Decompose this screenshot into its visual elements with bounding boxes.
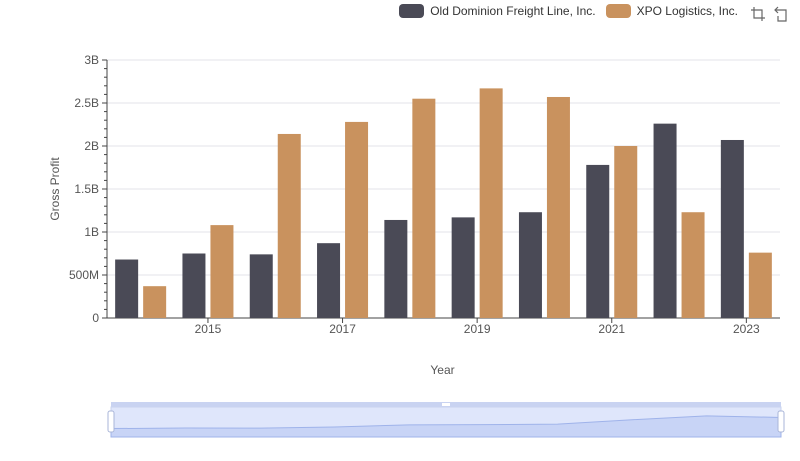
bar-xpo-2016[interactable] xyxy=(277,133,301,318)
zoom-icon[interactable] xyxy=(750,6,766,22)
y-tick-label: 500M xyxy=(69,268,99,282)
bar-old-dominion-2023[interactable] xyxy=(720,139,744,318)
bar-xpo-2023[interactable] xyxy=(748,252,772,318)
legend-label-old-dominion: Old Dominion Freight Line, Inc. xyxy=(430,4,596,18)
y-axis-title: Gross Profit xyxy=(48,157,62,221)
bar-old-dominion-2017[interactable] xyxy=(317,243,341,318)
legend-item-old-dominion[interactable]: Old Dominion Freight Line, Inc. xyxy=(399,4,596,18)
bar-old-dominion-2019[interactable] xyxy=(451,217,475,318)
legend: Old Dominion Freight Line, Inc. XPO Logi… xyxy=(399,4,738,18)
chart-toolbar xyxy=(750,6,790,22)
y-tick-label: 3B xyxy=(84,53,99,67)
bar-xpo-2021[interactable] xyxy=(614,146,638,318)
range-slider-grip[interactable] xyxy=(442,403,450,406)
x-tick-label: 2019 xyxy=(464,322,491,336)
bar-old-dominion-2018[interactable] xyxy=(384,219,408,318)
bar-xpo-2015[interactable] xyxy=(210,225,234,318)
range-slider-right-handle[interactable] xyxy=(777,410,785,433)
bar-xpo-2014[interactable] xyxy=(143,286,167,318)
range-slider-overview-area xyxy=(110,415,782,438)
bar-xpo-2017[interactable] xyxy=(345,121,369,318)
bar-old-dominion-2015[interactable] xyxy=(182,253,206,319)
x-tick-label: 2017 xyxy=(329,322,356,336)
legend-item-xpo[interactable]: XPO Logistics, Inc. xyxy=(605,4,738,18)
x-tick-label: 2023 xyxy=(733,322,760,336)
legend-swatch-xpo xyxy=(605,4,631,18)
x-axis-title: Year xyxy=(430,363,454,377)
x-tick-label: 2021 xyxy=(598,322,625,336)
bar-old-dominion-2021[interactable] xyxy=(586,164,610,318)
x-tick-label: 2015 xyxy=(195,322,222,336)
bar-xpo-2022[interactable] xyxy=(681,212,705,318)
y-tick-label: 0 xyxy=(92,311,99,325)
bar-old-dominion-2022[interactable] xyxy=(653,123,677,318)
range-slider-left-handle[interactable] xyxy=(107,410,115,433)
bar-xpo-2018[interactable] xyxy=(412,98,436,318)
legend-swatch-old-dominion xyxy=(399,4,425,18)
bar-old-dominion-2014[interactable] xyxy=(115,259,139,318)
restore-icon[interactable] xyxy=(774,6,790,22)
bar-old-dominion-2016[interactable] xyxy=(249,254,273,318)
y-tick-label: 2.5B xyxy=(74,96,99,110)
bar-xpo-2019[interactable] xyxy=(479,88,503,318)
y-tick-label: 1B xyxy=(84,225,99,239)
y-tick-label: 1.5B xyxy=(74,182,99,196)
legend-label-xpo: XPO Logistics, Inc. xyxy=(636,4,738,18)
bar-xpo-2020[interactable] xyxy=(546,96,570,318)
bar-old-dominion-2020[interactable] xyxy=(518,212,542,318)
y-tick-label: 2B xyxy=(84,139,99,153)
